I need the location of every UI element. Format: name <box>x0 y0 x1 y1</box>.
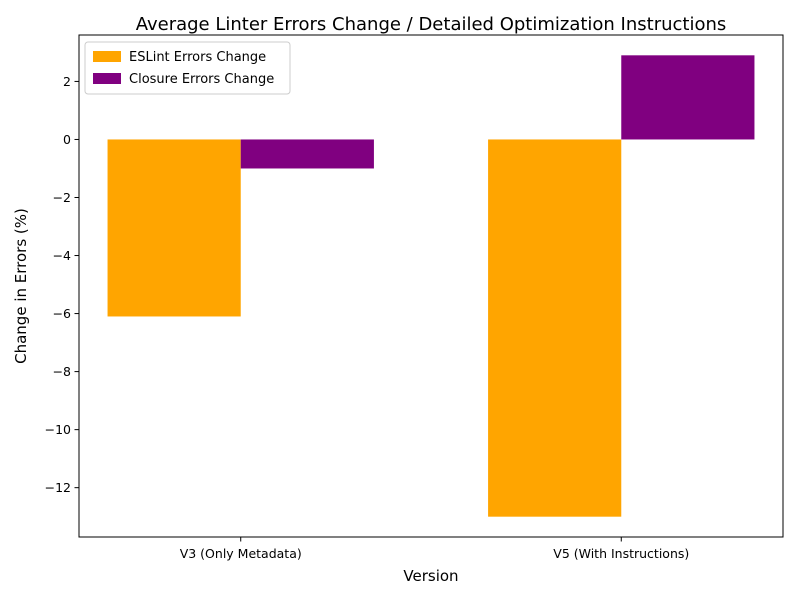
y-tick-label: −2 <box>53 190 71 205</box>
x-axis-title: Version <box>403 567 458 585</box>
y-tick-label: −6 <box>53 306 71 321</box>
bar <box>107 139 241 317</box>
x-tick-label: V3 (Only Metadata) <box>180 546 302 561</box>
y-tick-label: −4 <box>53 248 71 263</box>
y-tick-label: −10 <box>45 422 71 437</box>
y-tick-label: 0 <box>63 132 71 147</box>
plot-frame <box>78 34 784 538</box>
y-tick-label: −8 <box>53 364 71 379</box>
bars-layer <box>107 55 755 517</box>
y-tick-label: −12 <box>45 480 71 495</box>
legend-label: Closure Errors Change <box>129 72 274 87</box>
legend-swatch <box>93 51 121 62</box>
y-axis: 2 0 −2 −4 −6 −8 −10 −12 <box>45 74 79 495</box>
y-tick-label: 2 <box>63 74 71 89</box>
bar <box>488 139 622 517</box>
bar <box>621 55 755 140</box>
legend-box <box>84 41 291 95</box>
bar <box>240 139 374 169</box>
legend: ESLint Errors Change Closure Errors Chang… <box>84 41 291 95</box>
y-axis-title: Change in Errors (%) <box>12 208 30 364</box>
legend-label: ESLint Errors Change <box>129 50 266 65</box>
chart-title: Average Linter Errors Change / Detailed … <box>136 14 727 35</box>
x-tick-label: V5 (With Instructions) <box>553 546 689 561</box>
x-axis: V3 (Only Metadata) V5 (With Instructions) <box>180 537 689 561</box>
legend-swatch <box>93 73 121 84</box>
